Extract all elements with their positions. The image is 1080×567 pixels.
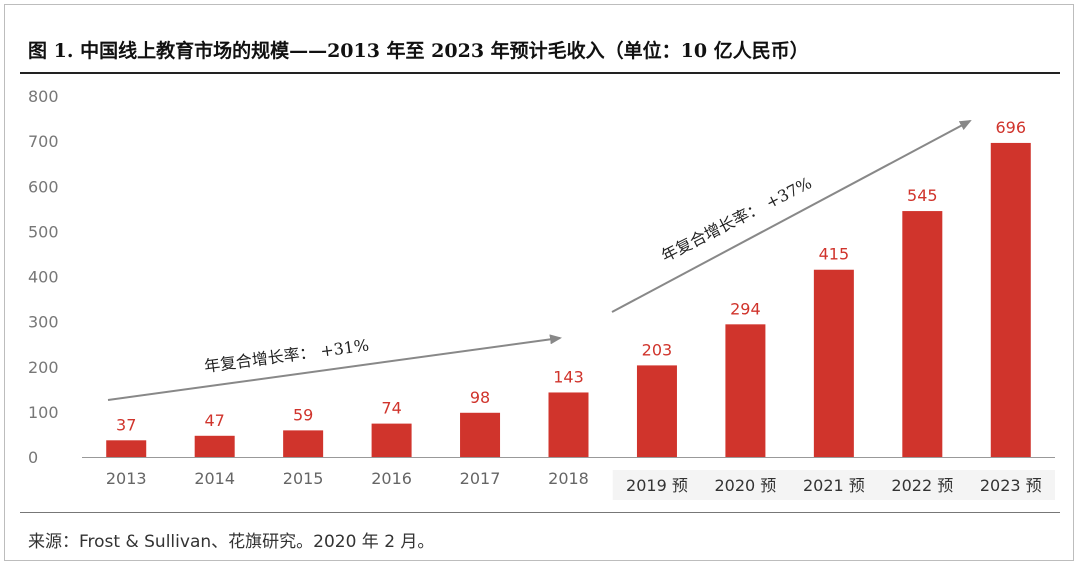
bar bbox=[548, 392, 589, 457]
bar bbox=[636, 365, 677, 457]
y-tick-label: 800 bbox=[28, 87, 59, 106]
x-tick-label: 2022 预 bbox=[891, 476, 953, 495]
cagr-arrow bbox=[107, 334, 562, 401]
x-tick-label: 2019 预 bbox=[626, 476, 688, 495]
chart-title: 图 1. 中国线上教育市场的规模——2013 年至 2023 年预计毛收入（单位… bbox=[28, 40, 809, 62]
x-tick-label: 2014 bbox=[194, 469, 235, 488]
bar bbox=[283, 430, 324, 457]
cagr-label: 年复合增长率： +31% bbox=[203, 335, 370, 376]
y-tick-label: 0 bbox=[28, 448, 38, 467]
x-tick-label: 2021 预 bbox=[803, 476, 865, 495]
bar bbox=[194, 435, 235, 457]
y-tick-label: 500 bbox=[28, 222, 59, 241]
cagr-arrow bbox=[611, 120, 972, 313]
y-tick-label: 600 bbox=[28, 177, 59, 196]
bar bbox=[990, 142, 1031, 457]
bar-value-label: 74 bbox=[381, 399, 401, 418]
x-tick-label: 2016 bbox=[371, 469, 412, 488]
bar-value-label: 98 bbox=[470, 388, 490, 407]
bar-value-label: 696 bbox=[995, 118, 1026, 137]
x-tick-label: 2020 预 bbox=[715, 476, 777, 495]
bar bbox=[813, 269, 854, 457]
chart-frame bbox=[4, 4, 1074, 561]
title-rule bbox=[20, 72, 1060, 74]
bar-value-label: 59 bbox=[293, 405, 313, 424]
bar-value-label: 415 bbox=[819, 245, 850, 264]
bar-value-label: 203 bbox=[642, 340, 673, 359]
bar-value-label: 37 bbox=[116, 415, 136, 434]
bars bbox=[106, 142, 1031, 457]
bar-value-label: 143 bbox=[553, 367, 584, 386]
bar-value-label: 294 bbox=[730, 299, 761, 318]
forecast-label-band bbox=[612, 470, 1055, 500]
x-tick-label: 2023 预 bbox=[980, 476, 1042, 495]
y-tick-label: 700 bbox=[28, 132, 59, 151]
x-tick-label: 2018 bbox=[548, 469, 589, 488]
bar-value-labels: 37 47 59 74 98 143 203 294 415 545 696 bbox=[116, 118, 1026, 434]
bar bbox=[371, 423, 412, 457]
x-tick-label: 2015 bbox=[283, 469, 324, 488]
bar bbox=[725, 324, 766, 457]
source-rule bbox=[20, 512, 1060, 513]
x-tick-label: 2017 bbox=[460, 469, 501, 488]
bar-value-label: 545 bbox=[907, 186, 938, 205]
y-axis-ticks: 0 100 200 300 400 500 600 700 800 bbox=[28, 87, 59, 467]
source-note: 来源：Frost & Sullivan、花旗研究。2020 年 2 月。 bbox=[28, 532, 435, 552]
y-tick-label: 200 bbox=[28, 358, 59, 377]
bar bbox=[106, 440, 147, 457]
y-tick-label: 400 bbox=[28, 268, 59, 287]
bar bbox=[460, 412, 501, 457]
y-tick-label: 300 bbox=[28, 313, 59, 332]
bar-value-label: 47 bbox=[205, 411, 225, 430]
y-tick-label: 100 bbox=[28, 403, 59, 422]
cagr-label: 年复合增长率： +37% bbox=[658, 173, 815, 265]
x-tick-label: 2013 bbox=[106, 469, 147, 488]
bar bbox=[902, 211, 943, 457]
x-axis-category-labels: 2013 2014 2015 2016 2017 2018 2019 预 2020 预 2021… bbox=[106, 469, 1055, 500]
